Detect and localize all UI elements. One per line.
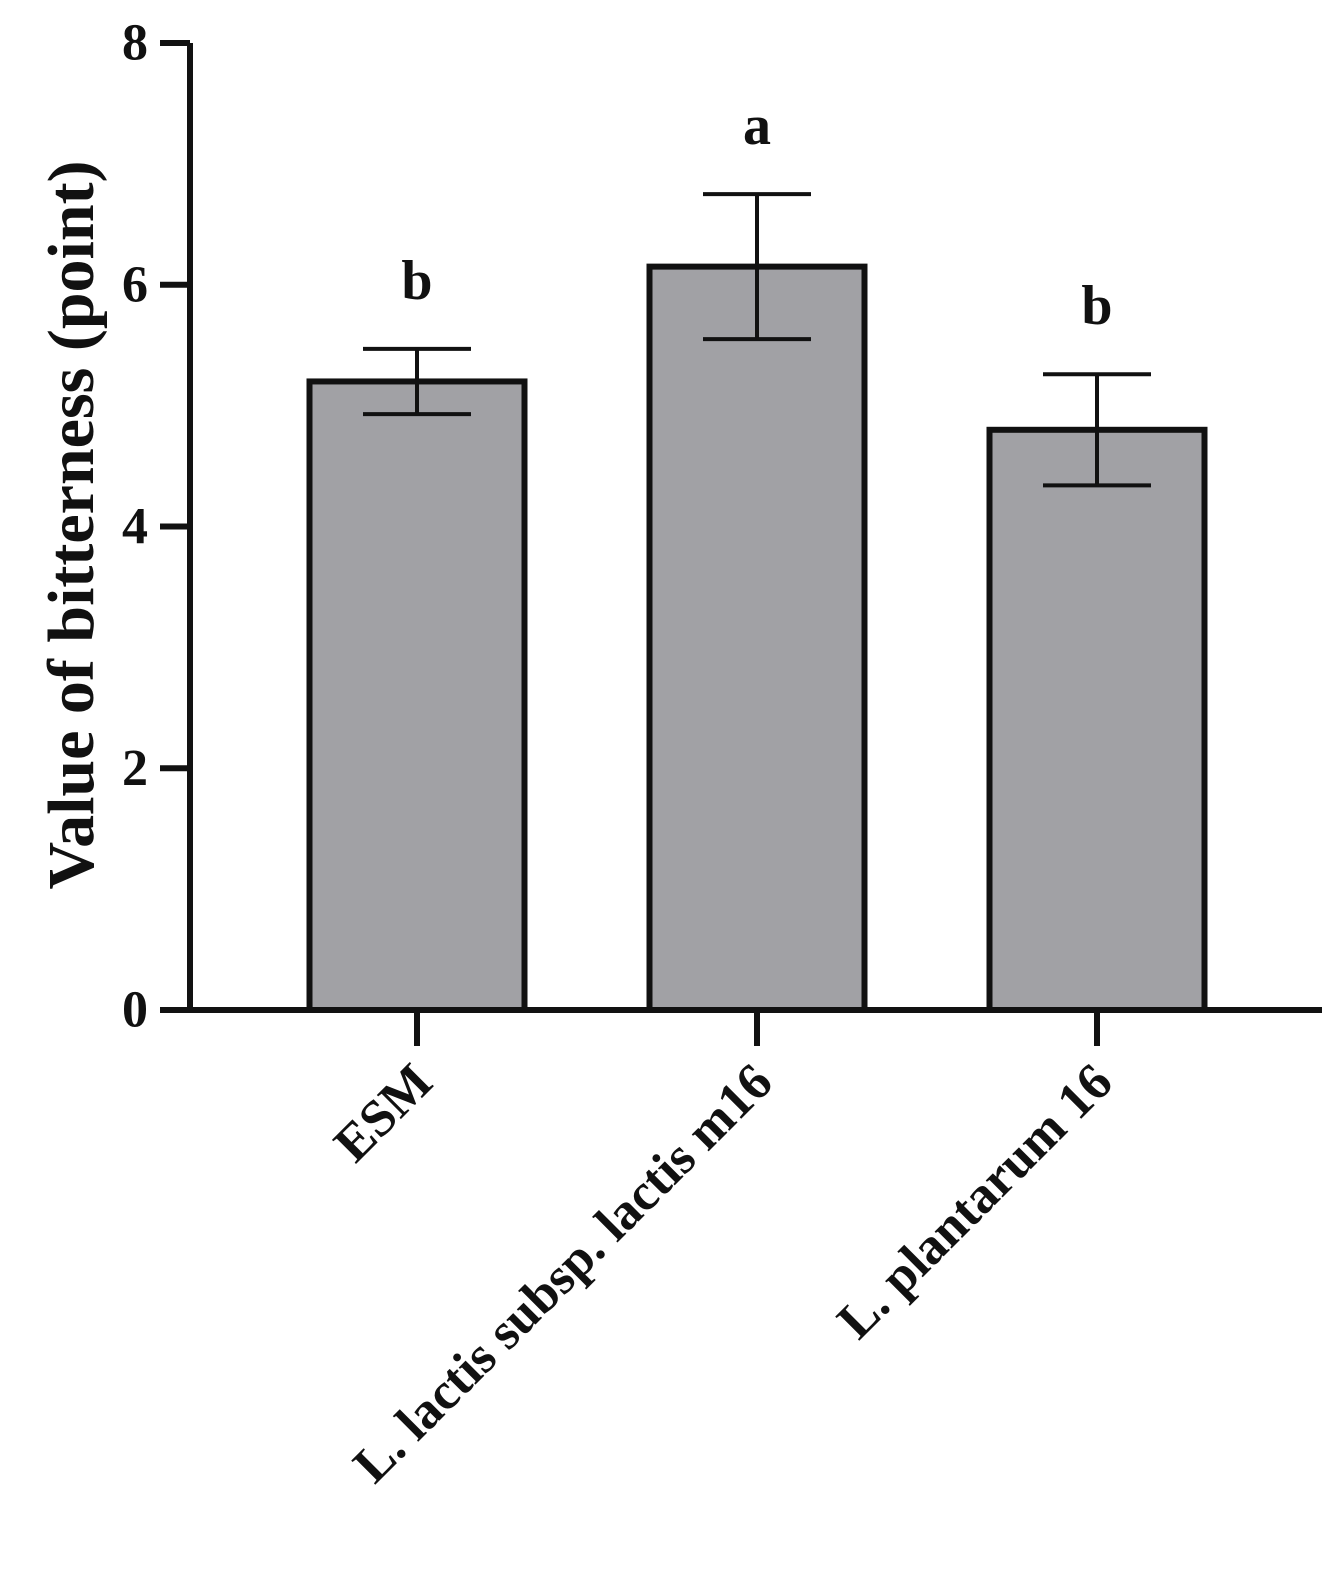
bar — [306, 378, 528, 1013]
y-tick-label: 4 — [122, 498, 148, 555]
bar — [646, 263, 868, 1013]
x-tick-label: L. plantarum 16 — [827, 1053, 1124, 1350]
bars: b a b — [306, 95, 1208, 1013]
y-ticks: 0 2 4 6 8 — [122, 15, 190, 1039]
y-tick-label: 2 — [122, 740, 148, 797]
y-tick-label: 0 — [122, 982, 148, 1039]
significance-label: a — [743, 95, 771, 157]
significance-label: b — [1081, 275, 1112, 337]
x-tick-label: ESM — [323, 1053, 443, 1173]
y-tick-label: 6 — [122, 256, 148, 313]
bar — [986, 426, 1208, 1013]
y-tick-label: 8 — [122, 15, 148, 72]
significance-label: b — [401, 250, 432, 312]
y-axis-title: Value of bitterness (point) — [35, 160, 108, 889]
